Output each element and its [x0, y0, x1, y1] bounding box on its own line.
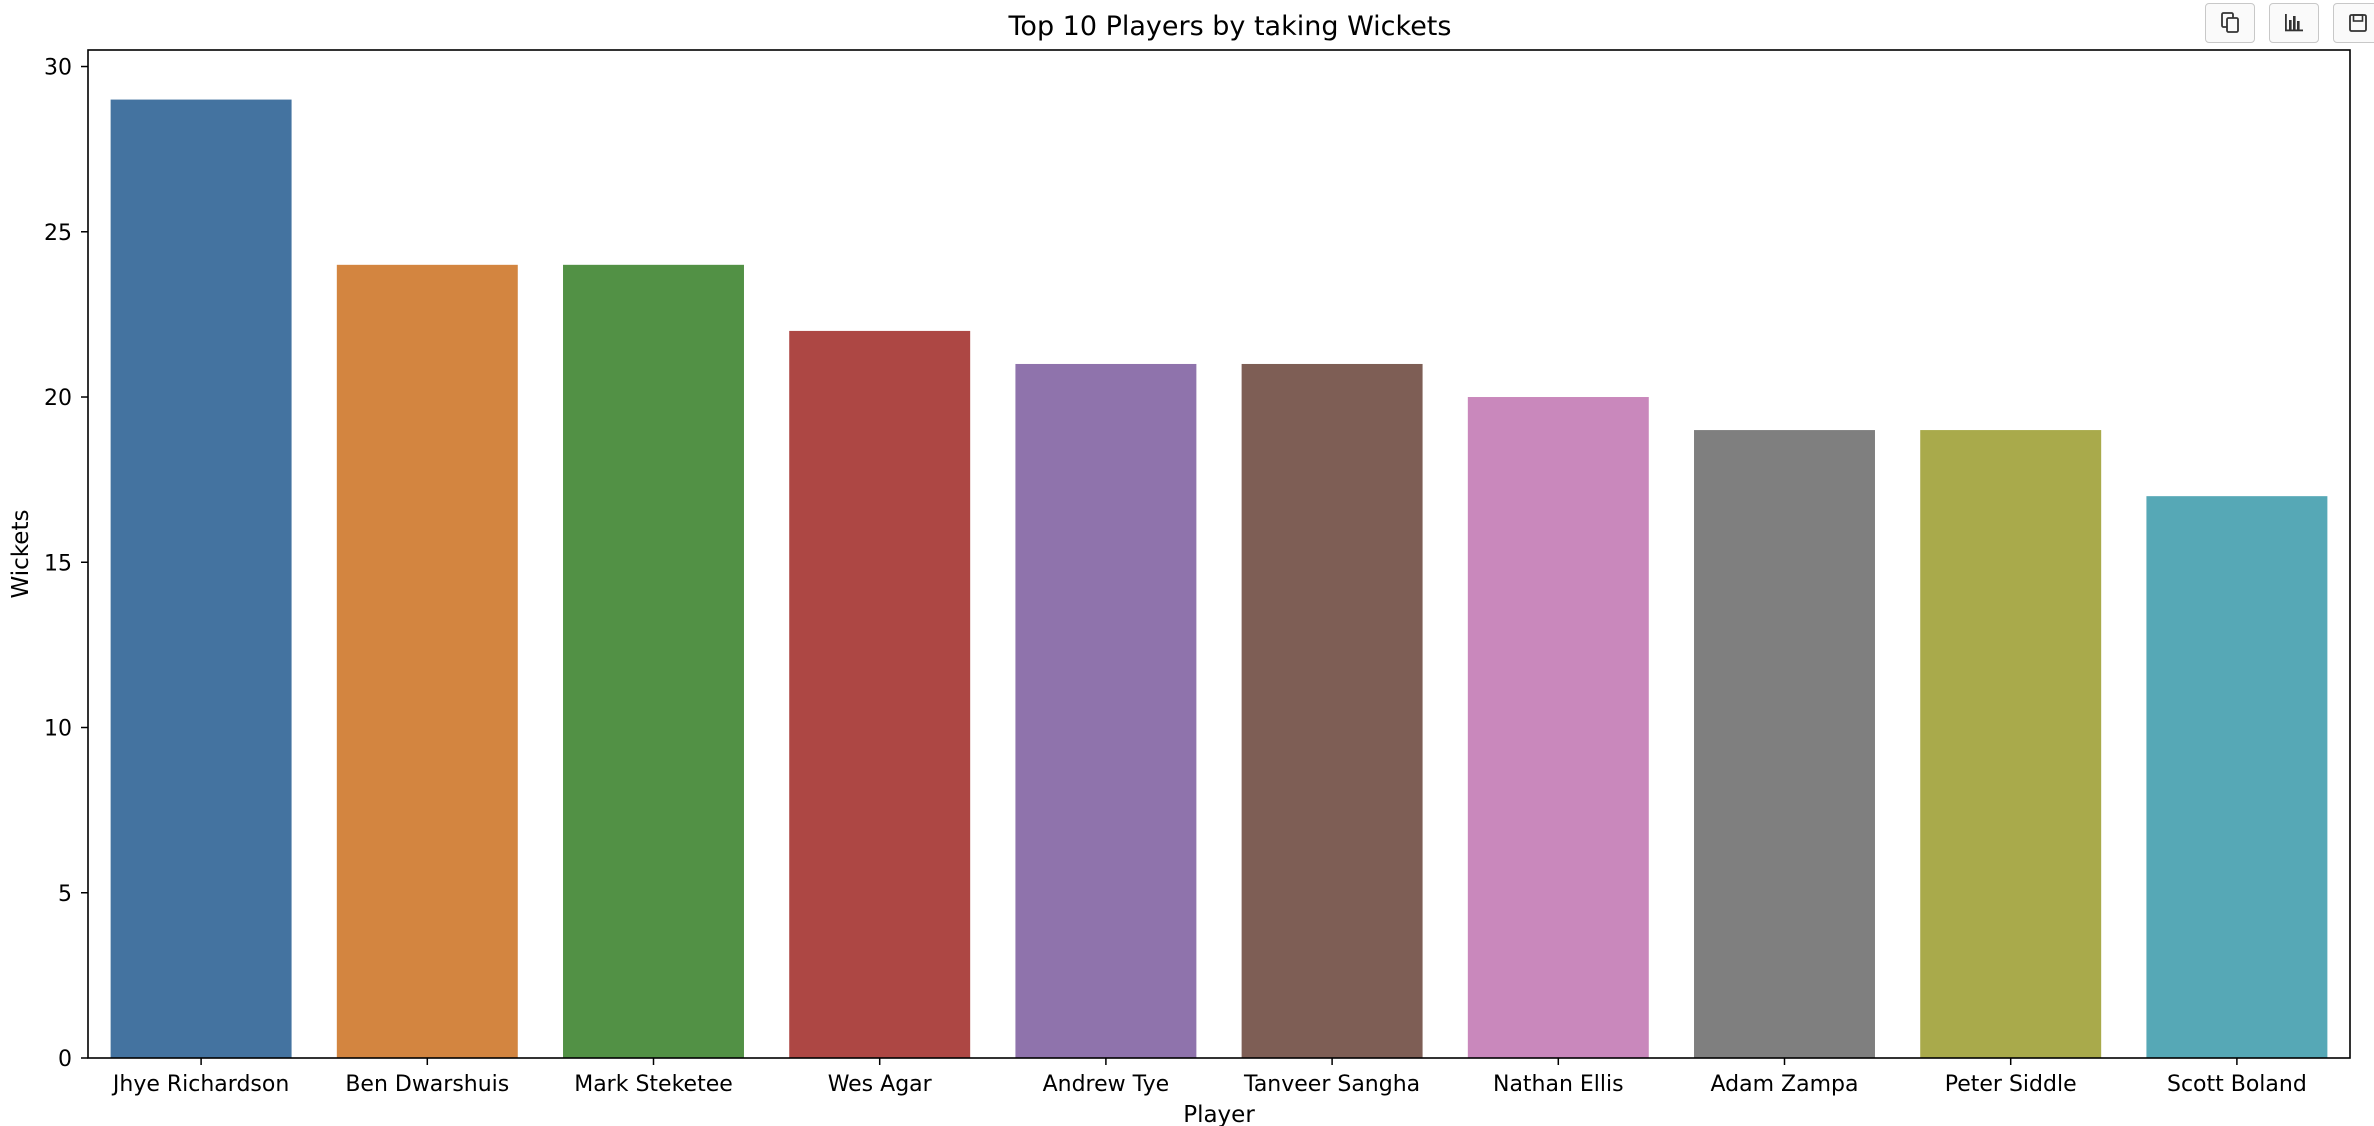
x-tick-label: Tanveer Sangha: [1243, 1072, 1420, 1097]
x-tick-label: Jhye Richardson: [111, 1072, 289, 1097]
y-tick-label: 10: [44, 717, 72, 742]
x-tick-label: Andrew Tye: [1043, 1072, 1170, 1097]
x-tick-label: Mark Steketee: [574, 1072, 733, 1097]
x-tick-label: Peter Siddle: [1945, 1072, 2077, 1097]
x-tick-label: Adam Zampa: [1711, 1072, 1859, 1097]
y-axis-ticks: 0 5 10 15 20 25 30: [44, 56, 88, 1072]
bar-nathan-ellis: [1467, 397, 1649, 1059]
x-axis-label: Player: [1183, 1102, 1255, 1126]
save-icon: [2349, 14, 2367, 32]
save-button[interactable]: [2333, 3, 2374, 43]
bar-scott-boland: [2146, 496, 2328, 1058]
x-tick-label: Nathan Ellis: [1493, 1072, 1624, 1097]
bar-jhye-richardson: [110, 99, 292, 1058]
y-tick-label: 25: [44, 221, 72, 246]
bar-wes-agar: [789, 330, 971, 1058]
chart-toolbar: [2205, 3, 2374, 43]
chart-title: Top 10 Players by taking Wickets: [1008, 11, 1452, 42]
y-tick-label: 20: [44, 386, 72, 411]
x-tick-label: Scott Boland: [2167, 1072, 2307, 1097]
copy-icon: [2221, 12, 2239, 33]
bars-layer: [110, 99, 2328, 1059]
x-tick-label: Wes Agar: [828, 1072, 933, 1097]
y-axis-label: Wickets: [8, 510, 34, 599]
y-tick-label: 0: [58, 1047, 72, 1072]
plot-frame: [87, 49, 2351, 1059]
y-tick-label: 30: [44, 56, 72, 81]
bar-chart-button[interactable]: [2269, 3, 2319, 43]
y-tick-label: 5: [58, 882, 72, 907]
bar-peter-siddle: [1920, 430, 2102, 1059]
copy-button[interactable]: [2205, 3, 2255, 43]
y-tick-label: 15: [44, 551, 72, 576]
bar-andrew-tye: [1015, 363, 1197, 1058]
x-axis-ticks: Jhye Richardson Ben Dwarshuis Mark Stekete…: [111, 1058, 2307, 1097]
bar-adam-zampa: [1694, 430, 1875, 1059]
bar-chart-icon: [2285, 14, 2303, 32]
bar-tanveer-sangha: [1241, 363, 1423, 1058]
x-tick-label: Ben Dwarshuis: [345, 1072, 509, 1097]
bar-mark-steketee: [563, 264, 744, 1058]
bar-ben-dwarshuis: [336, 264, 518, 1058]
